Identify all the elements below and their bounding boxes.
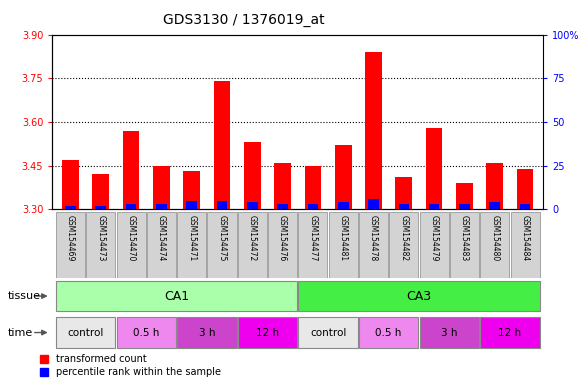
Bar: [214, 81, 230, 209]
Bar: [92, 174, 109, 209]
Legend: transformed count, percentile rank within the sample: transformed count, percentile rank withi…: [40, 354, 221, 377]
Bar: [426, 128, 443, 209]
Text: CA3: CA3: [407, 290, 432, 303]
Text: GSM154474: GSM154474: [157, 215, 166, 261]
FancyBboxPatch shape: [238, 317, 297, 348]
Text: tissue: tissue: [8, 291, 41, 301]
Text: 3 h: 3 h: [199, 328, 215, 338]
Text: 0.5 h: 0.5 h: [375, 328, 402, 338]
FancyBboxPatch shape: [359, 212, 388, 278]
Bar: [125, 204, 137, 209]
FancyBboxPatch shape: [268, 212, 297, 278]
Bar: [187, 200, 197, 209]
Text: 0.5 h: 0.5 h: [133, 328, 159, 338]
FancyBboxPatch shape: [56, 212, 85, 278]
Bar: [335, 145, 352, 209]
Text: GSM154480: GSM154480: [490, 215, 499, 261]
FancyBboxPatch shape: [299, 317, 358, 348]
Bar: [153, 166, 170, 209]
Text: GDS3130 / 1376019_at: GDS3130 / 1376019_at: [163, 13, 325, 27]
Text: GSM154473: GSM154473: [96, 215, 105, 261]
Bar: [277, 204, 288, 209]
FancyBboxPatch shape: [117, 212, 146, 278]
Text: GSM154477: GSM154477: [309, 215, 317, 261]
Text: 3 h: 3 h: [441, 328, 458, 338]
FancyBboxPatch shape: [450, 212, 479, 278]
Text: GSM154475: GSM154475: [217, 215, 227, 261]
Bar: [274, 163, 291, 209]
Text: CA1: CA1: [164, 290, 189, 303]
Text: 12 h: 12 h: [498, 328, 522, 338]
FancyBboxPatch shape: [359, 317, 418, 348]
Bar: [459, 204, 470, 209]
Bar: [307, 204, 318, 209]
FancyBboxPatch shape: [329, 212, 358, 278]
Bar: [247, 202, 257, 209]
Bar: [304, 166, 321, 209]
Bar: [520, 204, 530, 209]
Text: GSM154483: GSM154483: [460, 215, 469, 261]
Bar: [217, 200, 227, 209]
Text: GSM154469: GSM154469: [66, 215, 75, 261]
Bar: [486, 163, 503, 209]
Bar: [396, 177, 412, 209]
FancyBboxPatch shape: [299, 212, 328, 278]
Bar: [156, 204, 167, 209]
Bar: [365, 52, 382, 209]
Text: GSM154476: GSM154476: [278, 215, 287, 261]
FancyBboxPatch shape: [207, 212, 236, 278]
Bar: [368, 199, 379, 209]
FancyBboxPatch shape: [117, 317, 176, 348]
FancyBboxPatch shape: [177, 317, 236, 348]
Text: control: control: [310, 328, 346, 338]
Text: control: control: [67, 328, 104, 338]
Bar: [62, 160, 79, 209]
FancyBboxPatch shape: [86, 212, 115, 278]
FancyBboxPatch shape: [56, 281, 297, 311]
Bar: [429, 204, 439, 209]
FancyBboxPatch shape: [299, 281, 540, 311]
Bar: [244, 142, 261, 209]
Text: GSM154479: GSM154479: [429, 215, 439, 261]
Text: GSM154471: GSM154471: [187, 215, 196, 261]
FancyBboxPatch shape: [56, 317, 115, 348]
Bar: [184, 171, 200, 209]
FancyBboxPatch shape: [480, 317, 540, 348]
Bar: [95, 206, 106, 209]
Text: GSM154481: GSM154481: [339, 215, 347, 261]
Bar: [399, 204, 409, 209]
Text: 12 h: 12 h: [256, 328, 279, 338]
Text: GSM154478: GSM154478: [369, 215, 378, 261]
Bar: [65, 206, 76, 209]
Bar: [489, 202, 500, 209]
FancyBboxPatch shape: [177, 212, 206, 278]
FancyBboxPatch shape: [238, 212, 267, 278]
Text: GSM154484: GSM154484: [521, 215, 529, 261]
Bar: [517, 169, 533, 209]
FancyBboxPatch shape: [480, 212, 510, 278]
FancyBboxPatch shape: [147, 212, 176, 278]
FancyBboxPatch shape: [419, 212, 449, 278]
Text: GSM154470: GSM154470: [127, 215, 135, 261]
Bar: [123, 131, 139, 209]
Bar: [338, 202, 349, 209]
Text: time: time: [8, 328, 33, 338]
Bar: [456, 183, 473, 209]
Text: GSM154482: GSM154482: [399, 215, 408, 261]
FancyBboxPatch shape: [419, 317, 479, 348]
Text: GSM154472: GSM154472: [248, 215, 257, 261]
FancyBboxPatch shape: [389, 212, 418, 278]
FancyBboxPatch shape: [511, 212, 540, 278]
